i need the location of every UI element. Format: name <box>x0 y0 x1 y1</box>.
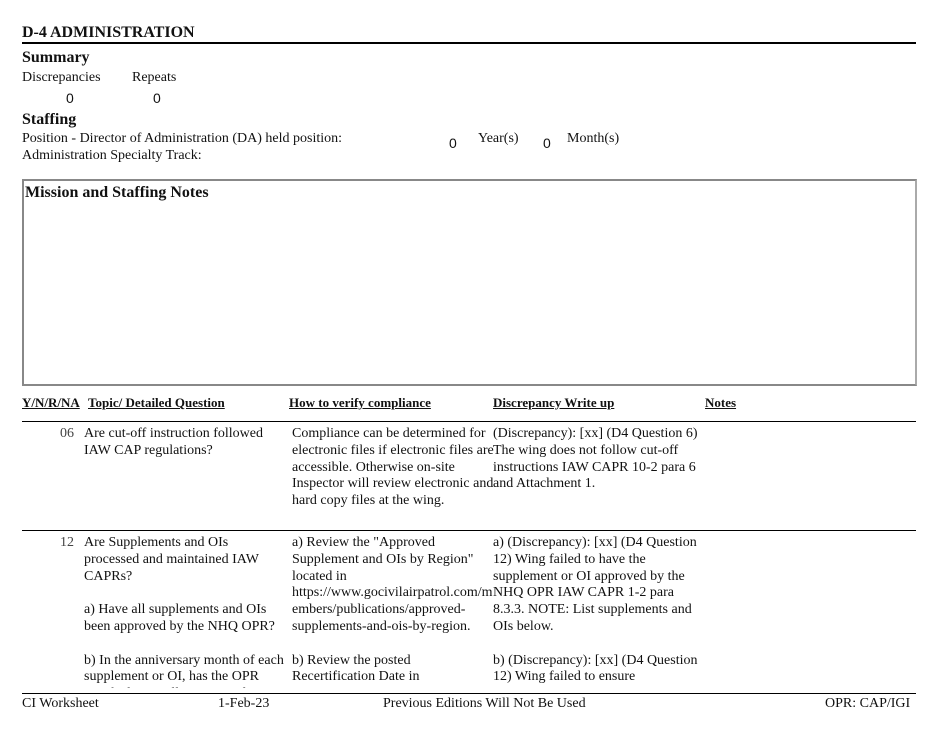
footer-text: 1-Feb-23 <box>218 696 270 711</box>
field-value: 0 <box>449 135 457 151</box>
paragraph: Are cut-off instruction followed IAW CAP… <box>84 426 263 458</box>
paragraph: (Discrepancy): [xx] (D4 Question 6) The … <box>493 426 698 492</box>
paragraph: Compliance can be determined for electro… <box>292 426 494 509</box>
table-cell: a) Review the "Approved Supplement and O… <box>292 535 494 688</box>
paragraph: a) (Discrepancy): [xx] (D4 Question 12) … <box>493 535 697 634</box>
paragraph: a) Review the "Approved Supplement and O… <box>292 535 493 634</box>
field-label: Administration Specialty Track: <box>22 148 202 163</box>
footer-text: OPR: CAP/IGI <box>825 696 911 711</box>
table-cell: Compliance can be determined for electro… <box>292 426 494 527</box>
paragraph: b) Review the posted Recertification Dat… <box>292 652 420 685</box>
column-header: Notes <box>705 395 737 410</box>
section-title: Staffing <box>22 111 77 128</box>
field-label: Month(s) <box>567 131 620 146</box>
paragraph: b) In the anniversary month of each supp… <box>84 652 284 688</box>
table-cell: Are Supplements and OIs processed and ma… <box>84 535 284 688</box>
summary-label: Repeats <box>132 70 177 85</box>
table-cell: a) (Discrepancy): [xx] (D4 Question 12) … <box>493 535 705 688</box>
box-title: Mission and Staffing Notes <box>25 184 209 201</box>
column-header: Topic/ Detailed Question <box>88 395 225 410</box>
table-row: 06 Are cut-off instruction followed IAW C… <box>0 426 950 528</box>
column-header: How to verify compliance <box>289 395 431 410</box>
footer-text: CI Worksheet <box>22 696 99 711</box>
rule <box>22 42 916 44</box>
field-label: Year(s) <box>478 131 519 146</box>
paragraph: a) Have all supplements and OIs been app… <box>84 602 275 634</box>
table-cell: Are cut-off instruction followed IAW CAP… <box>84 426 284 476</box>
summary-value: 0 <box>153 90 161 106</box>
row-number: 12 <box>60 535 74 550</box>
section-title: Summary <box>22 49 90 66</box>
rule <box>22 530 916 531</box>
column-header: Discrepancy Write up <box>493 395 615 410</box>
notes-box: Mission and Staffing Notes <box>22 179 917 386</box>
summary-value: 0 <box>66 90 74 106</box>
footer-text: Previous Editions Will Not Be Used <box>383 696 586 711</box>
paragraph: b) (Discrepancy): [xx] (D4 Question 12) … <box>493 652 698 685</box>
rule <box>22 693 916 694</box>
paragraph: Are Supplements and OIs processed and ma… <box>84 535 259 584</box>
rule <box>22 421 916 422</box>
field-value: 0 <box>543 135 551 151</box>
table-row: 12 Are Supplements and OIs processed and … <box>0 535 950 688</box>
page-title: D-4 ADMINISTRATION <box>22 24 195 41</box>
summary-label: Discrepancies <box>22 70 101 85</box>
table-cell: (Discrepancy): [xx] (D4 Question 6) The … <box>493 426 705 510</box>
column-header: Y/N/R/NA <box>22 395 80 410</box>
row-number: 06 <box>60 426 74 441</box>
field-label: Position - Director of Administration (D… <box>22 131 343 146</box>
